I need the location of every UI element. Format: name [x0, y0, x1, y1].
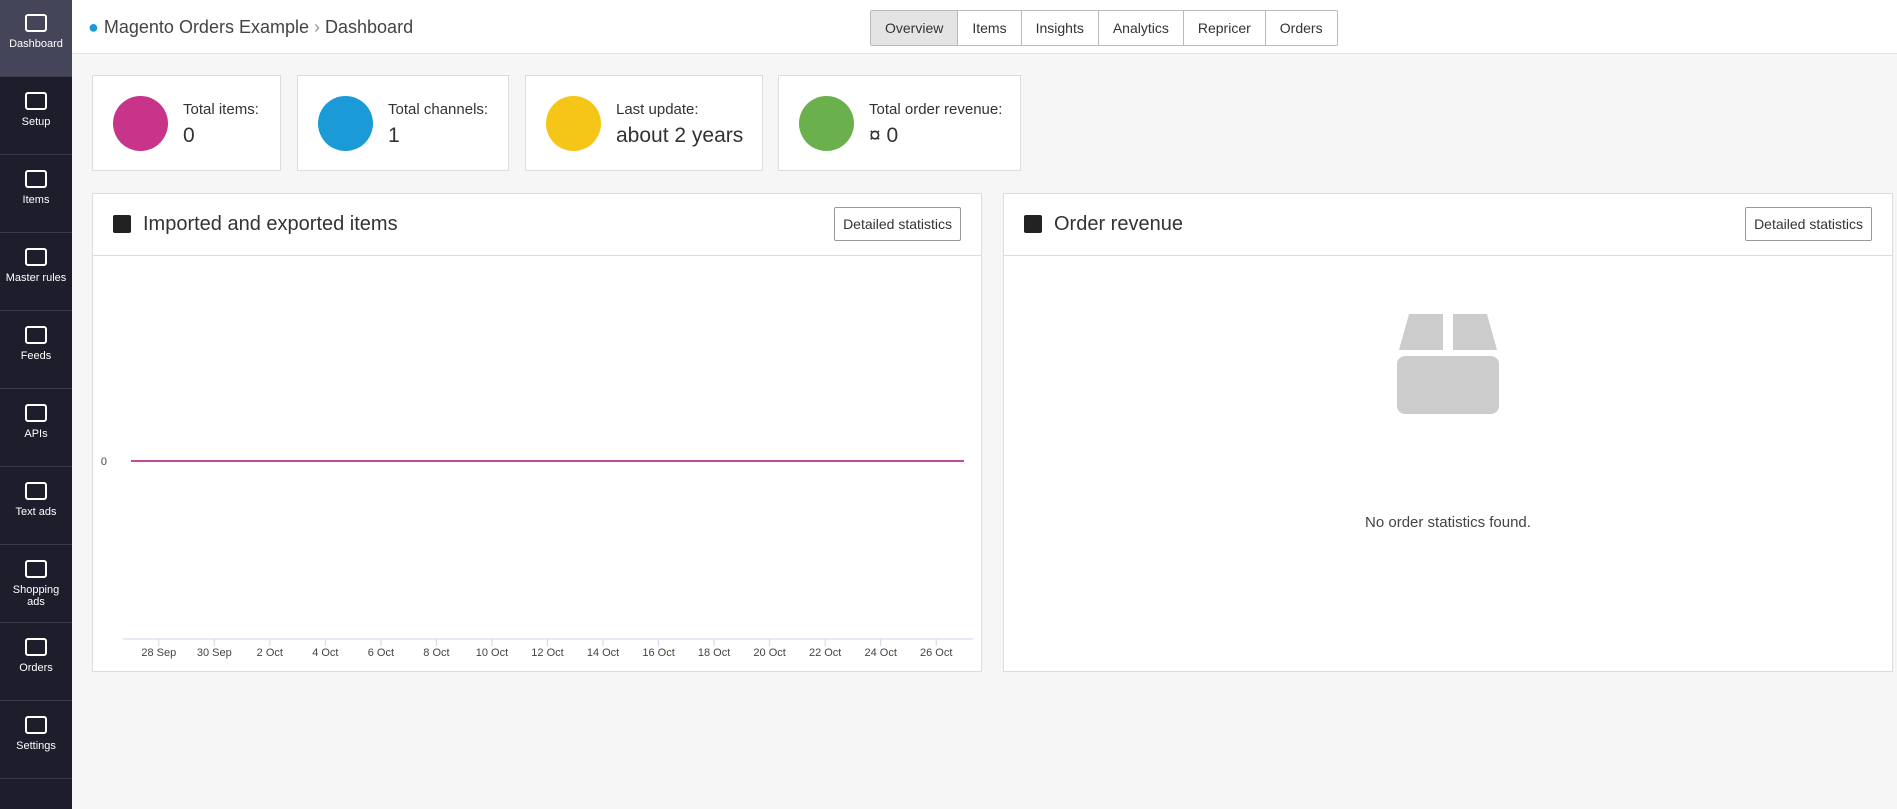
nav-icon [25, 638, 47, 656]
nav-label: Text ads [15, 506, 57, 518]
detailed-statistics-button[interactable]: Detailed statistics [834, 207, 961, 241]
empty-message: No order statistics found. [1365, 514, 1531, 531]
x-tick-label: 18 Oct [698, 647, 730, 659]
x-tick-label: 10 Oct [476, 647, 508, 659]
x-tick-label: 28 Sep [141, 647, 176, 659]
breadcrumb: ● Magento Orders Example › Dashboard [88, 17, 414, 37]
tab[interactable]: Insights [1020, 11, 1098, 45]
nav-label: Dashboard [9, 38, 63, 50]
stat-value: 0 [183, 124, 195, 147]
x-tick-label: 22 Oct [809, 647, 841, 659]
nav-item[interactable]: Shopping ads [0, 546, 72, 623]
items-chart: 0 28 Sep 30 Sep 2 Oct 4 Oct 6 Oct 8 Oct 10 Oct 1… [101, 456, 973, 659]
tab[interactable]: Overview [871, 11, 958, 45]
nav-item[interactable]: Items [0, 156, 72, 233]
stat-label: Total items: [183, 101, 259, 118]
x-tick-label: 8 Oct [423, 647, 449, 659]
stat-value: about 2 years [616, 124, 744, 147]
empty-box-icon [1397, 314, 1499, 414]
panel-title: Order revenue [1054, 213, 1183, 235]
nav-label: Feeds [20, 350, 52, 362]
revenue-panel: Order revenue Detailed statistics No orde… [1003, 193, 1893, 672]
nav-label: Items [22, 194, 50, 206]
stat-label: Last update: [616, 101, 699, 118]
nav-label: Setup [21, 116, 51, 128]
nav-icon [25, 248, 47, 266]
page-name: Dashboard [325, 17, 414, 37]
stat-card: Total order revenue: ¤ 0 [778, 75, 1021, 171]
nav-item[interactable]: Dashboard [0, 0, 72, 77]
x-tick-label: 14 Oct [587, 647, 619, 659]
nav-label: APIs [24, 428, 48, 440]
nav-label: Shopping ads [12, 584, 60, 608]
x-tick-label: 26 Oct [920, 647, 952, 659]
nav-icon [25, 716, 47, 734]
x-tick-label: 24 Oct [864, 647, 896, 659]
cart-icon [113, 215, 131, 233]
nav-item[interactable]: Orders [0, 624, 72, 701]
panel-title: Imported and exported items [143, 213, 398, 235]
tab[interactable]: Repricer [1182, 11, 1265, 45]
nav-icon [25, 92, 47, 110]
stat-label: Total channels: [388, 101, 489, 118]
x-tick-label: 12 Oct [531, 647, 563, 659]
items-panel: Imported and exported items Detailed stat… [92, 193, 982, 672]
x-tick-label: 30 Sep [197, 647, 232, 659]
stat-icon [113, 96, 168, 151]
x-tick-label: 20 Oct [753, 647, 785, 659]
stat-card: Total items: 0 [92, 75, 281, 171]
box-icon [1024, 215, 1042, 233]
nav-label: Master rules [5, 272, 67, 284]
x-tick-label: 4 Oct [312, 647, 338, 659]
tab[interactable]: Analytics [1097, 11, 1183, 45]
tab[interactable]: Orders [1264, 11, 1337, 45]
stat-card: Total channels: 1 [297, 75, 509, 171]
nav-item[interactable]: Master rules [0, 234, 72, 311]
nav-icon [25, 404, 47, 422]
nav-item[interactable]: APIs [0, 390, 72, 467]
nav-item[interactable]: Setup [0, 78, 72, 155]
project-name[interactable]: Magento Orders Example [103, 17, 309, 37]
sidebar: Dashboard Setup Items Master rules Feeds APIs… [0, 0, 72, 809]
nav-icon [25, 482, 47, 500]
nav-icon [25, 170, 47, 188]
nav-icon [25, 14, 47, 32]
x-tick-label: 6 Oct [368, 647, 394, 659]
nav-label: Orders [19, 662, 53, 674]
stat-value: 1 [388, 124, 400, 147]
tab-bar: Overview Items Insights Analytics Repricer Or… [870, 10, 1338, 46]
nav-item[interactable]: Feeds [0, 312, 72, 389]
stat-icon [318, 96, 373, 151]
nav-item[interactable]: Settings [0, 702, 72, 779]
stat-value: ¤ 0 [869, 124, 899, 147]
stat-card: Last update: about 2 years [525, 75, 763, 171]
nav-icon [25, 326, 47, 344]
detailed-statistics-button[interactable]: Detailed statistics [1745, 207, 1872, 241]
stat-label: Total order revenue: [869, 101, 1003, 118]
nav-item[interactable]: Text ads [0, 468, 72, 545]
nav-icon [25, 560, 47, 578]
stat-icon [799, 96, 854, 151]
tab[interactable]: Items [957, 11, 1020, 45]
stat-icon [546, 96, 601, 151]
x-tick-label: 2 Oct [257, 647, 283, 659]
nav-label: Settings [16, 740, 56, 752]
y-tick-label: 0 [101, 456, 107, 468]
x-tick-label: 16 Oct [642, 647, 674, 659]
